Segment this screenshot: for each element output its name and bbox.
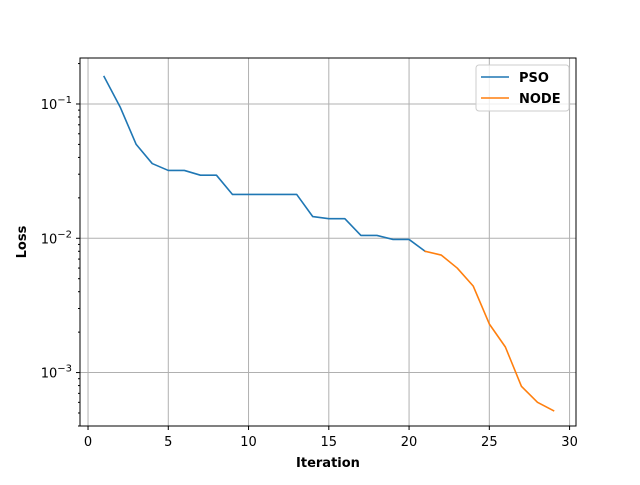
y-tick-label: 10−1 <box>41 95 72 113</box>
legend-label: NODE <box>519 92 561 107</box>
series-layer <box>102 75 555 412</box>
x-axis-label: Iteration <box>296 456 360 471</box>
series-line-node <box>424 250 555 412</box>
x-tick-label: 15 <box>321 435 338 450</box>
x-tick-label: 30 <box>561 435 578 450</box>
grid-layer <box>80 58 576 426</box>
y-axis-label: Loss <box>15 225 30 258</box>
plot-frame <box>79 57 577 427</box>
x-tick-label: 0 <box>84 435 92 450</box>
tick-layer: 0 5 10 15 20 25 30 10−1 10−2 10−3 <box>41 63 578 450</box>
legend: PSO NODE <box>475 64 570 112</box>
legend-label: PSO <box>519 71 549 86</box>
series-line-pso <box>102 75 427 253</box>
x-tick-label: 25 <box>481 435 498 450</box>
y-tick-label: 10−2 <box>41 229 72 247</box>
y-tick-label: 10−3 <box>41 364 72 382</box>
x-tick-label: 5 <box>164 435 172 450</box>
x-tick-label: 20 <box>401 435 418 450</box>
x-tick-label: 10 <box>240 435 257 450</box>
